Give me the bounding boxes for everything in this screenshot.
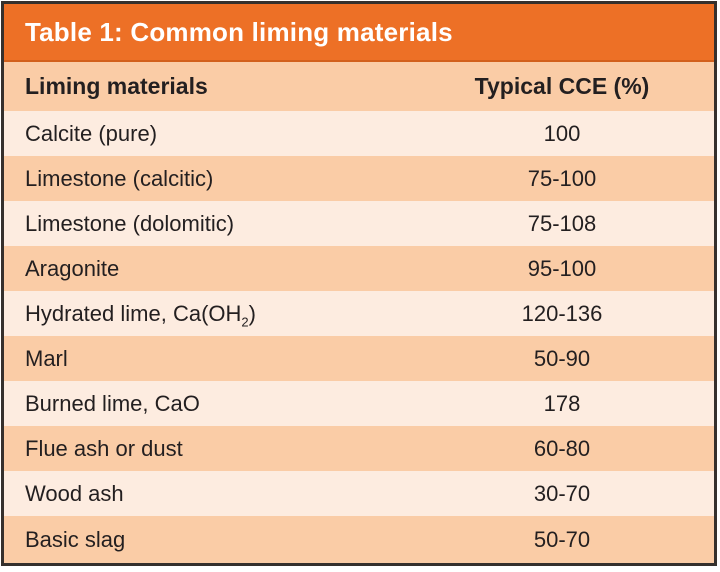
- table-row: Flue ash or dust 60-80: [4, 426, 714, 471]
- material-cell: Burned lime, CaO: [25, 390, 200, 416]
- table-row: Wood ash 30-70: [4, 471, 714, 516]
- material-cell: Wood ash: [25, 480, 124, 506]
- table-row: Burned lime, CaO 178: [4, 381, 714, 426]
- table-row: Calcite (pure) 100: [4, 111, 714, 156]
- table-row: Limestone (dolomitic) 75-108: [4, 201, 714, 246]
- material-cell: Flue ash or dust: [25, 435, 183, 461]
- column-header-cce: Typical CCE (%): [474, 73, 650, 99]
- subscript-2: 2: [241, 313, 249, 329]
- table-row: Hydrated lime, Ca(OH2) 120-136: [4, 291, 714, 336]
- material-cell: Limestone (dolomitic): [25, 210, 235, 236]
- table-body: Calcite (pure) 100 Limestone (calcitic) …: [4, 111, 714, 563]
- material-cell: Aragonite: [25, 255, 120, 281]
- cce-cell: 75-108: [527, 210, 597, 236]
- cce-cell: 100: [543, 120, 581, 146]
- cce-cell: 50-70: [533, 526, 591, 552]
- column-header-row: Liming materials Typical CCE (%): [4, 62, 714, 111]
- material-cell: Basic slag: [25, 526, 126, 552]
- table-title: Table 1: Common liming materials: [25, 16, 453, 47]
- cce-cell: 60-80: [533, 435, 591, 461]
- material-cell: Hydrated lime, Ca(OH2): [25, 300, 256, 329]
- cce-cell: 50-90: [533, 345, 591, 371]
- table-row: Marl 50-90: [4, 336, 714, 381]
- table-title-bar: Table 1: Common liming materials: [4, 4, 714, 62]
- column-header-material: Liming materials: [25, 73, 208, 99]
- table-row: Basic slag 50-70: [4, 516, 714, 563]
- cce-cell: 75-100: [527, 165, 597, 191]
- cce-cell: 30-70: [533, 480, 591, 506]
- cce-cell: 95-100: [527, 255, 597, 281]
- table-row: Aragonite 95-100: [4, 246, 714, 291]
- material-cell: Limestone (calcitic): [25, 165, 214, 191]
- cce-cell: 178: [543, 390, 581, 416]
- cce-cell: 120-136: [521, 300, 603, 326]
- material-cell: Marl: [25, 345, 68, 371]
- material-cell: Calcite (pure): [25, 120, 158, 146]
- table-row: Limestone (calcitic) 75-100: [4, 156, 714, 201]
